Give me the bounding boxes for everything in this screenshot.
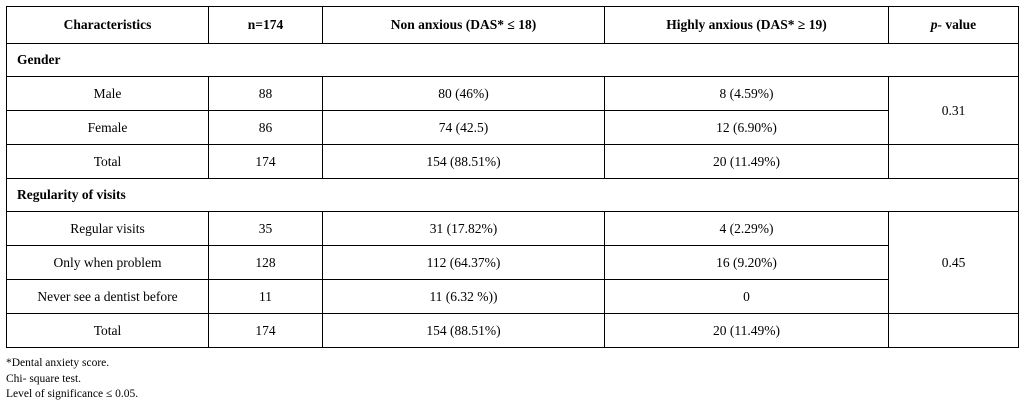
footnote-test: Chi- square test. [6, 372, 82, 385]
row-n: 11 [208, 279, 323, 314]
header-highly-anxious: Highly anxious (DAS* ≥ 19) [604, 6, 889, 44]
footnote-das: *Dental anxiety score. [6, 357, 110, 369]
row-highly-anxious: 12 (6.90%) [604, 110, 889, 145]
group-row-gender: Gender [6, 43, 1019, 77]
table-row: Male 88 80 (46%) 8 (4.59%) 0.31 [6, 76, 1019, 145]
row-label: Total [6, 313, 209, 348]
row-non-anxious: 74 (42.5) [322, 110, 605, 145]
row-non-anxious: 112 (64.37%) [322, 245, 605, 280]
row-highly-anxious: 20 (11.49%) [604, 144, 889, 179]
row-non-anxious: 80 (46%) [322, 76, 605, 111]
row-highly-anxious: 0 [604, 279, 889, 314]
group-row-visits: Regularity of visits [6, 178, 1019, 212]
row-n: 128 [208, 245, 323, 280]
row-non-anxious: 154 (88.51%) [322, 144, 605, 179]
row-n: 86 [208, 110, 323, 145]
table-row: Female 86 74 (42.5) 12 (6.90%) [6, 110, 1019, 145]
empty-p-cell [888, 313, 1019, 348]
row-non-anxious: 154 (88.51%) [322, 313, 605, 348]
row-n: 174 [208, 144, 323, 179]
table-row: Regular visits 35 31 (17.82%) 4 (2.29%) … [6, 211, 1019, 314]
row-non-anxious: 11 (6.32 %)) [322, 279, 605, 314]
empty-p-cell [888, 144, 1019, 179]
header-p-value: p- value [888, 6, 1019, 44]
row-label: Female [6, 110, 209, 145]
row-label: Total [6, 144, 209, 179]
table-row: Total 174 154 (88.51%) 20 (11.49%) [6, 144, 1019, 179]
p-value-italic-label: p- [930, 17, 943, 32]
header-n: n=174 [208, 6, 323, 44]
row-label: Only when problem [6, 245, 209, 280]
row-highly-anxious: 20 (11.49%) [604, 313, 889, 348]
row-n: 35 [208, 211, 323, 246]
row-highly-anxious: 4 (2.29%) [604, 211, 889, 246]
header-row: Characteristics n=174 Non anxious (DAS* … [6, 6, 1019, 44]
row-label: Regular visits [6, 211, 209, 246]
row-n: 174 [208, 313, 323, 348]
row-label: Never see a dentist before [6, 279, 209, 314]
row-highly-anxious: 16 (9.20%) [604, 245, 889, 280]
p-value-gender: 0.31 [888, 76, 1019, 145]
footnote-significance: Level of significance ≤ 0.05. [6, 388, 139, 400]
table-row: Only when problem 128 112 (64.37%) 16 (9… [6, 245, 1019, 280]
header-characteristics: Characteristics [6, 6, 209, 44]
table-row: Never see a dentist before 11 11 (6.32 %… [6, 279, 1019, 314]
header-non-anxious: Non anxious (DAS* ≤ 18) [322, 6, 605, 44]
group-title-visits: Regularity of visits [6, 178, 1019, 212]
row-non-anxious: 31 (17.82%) [322, 211, 605, 246]
p-value-visits: 0.45 [888, 211, 1019, 314]
row-label: Male [6, 76, 209, 111]
table-row: Total 174 154 (88.51%) 20 (11.49%) [6, 313, 1019, 348]
characteristics-table: Characteristics n=174 Non anxious (DAS* … [6, 6, 1019, 348]
row-n: 88 [208, 76, 323, 111]
row-highly-anxious: 8 (4.59%) [604, 76, 889, 111]
p-value-suffix: value [942, 17, 977, 32]
footnotes: *Dental anxiety score. Chi- square test.… [6, 356, 138, 403]
group-title-gender: Gender [6, 43, 1019, 77]
